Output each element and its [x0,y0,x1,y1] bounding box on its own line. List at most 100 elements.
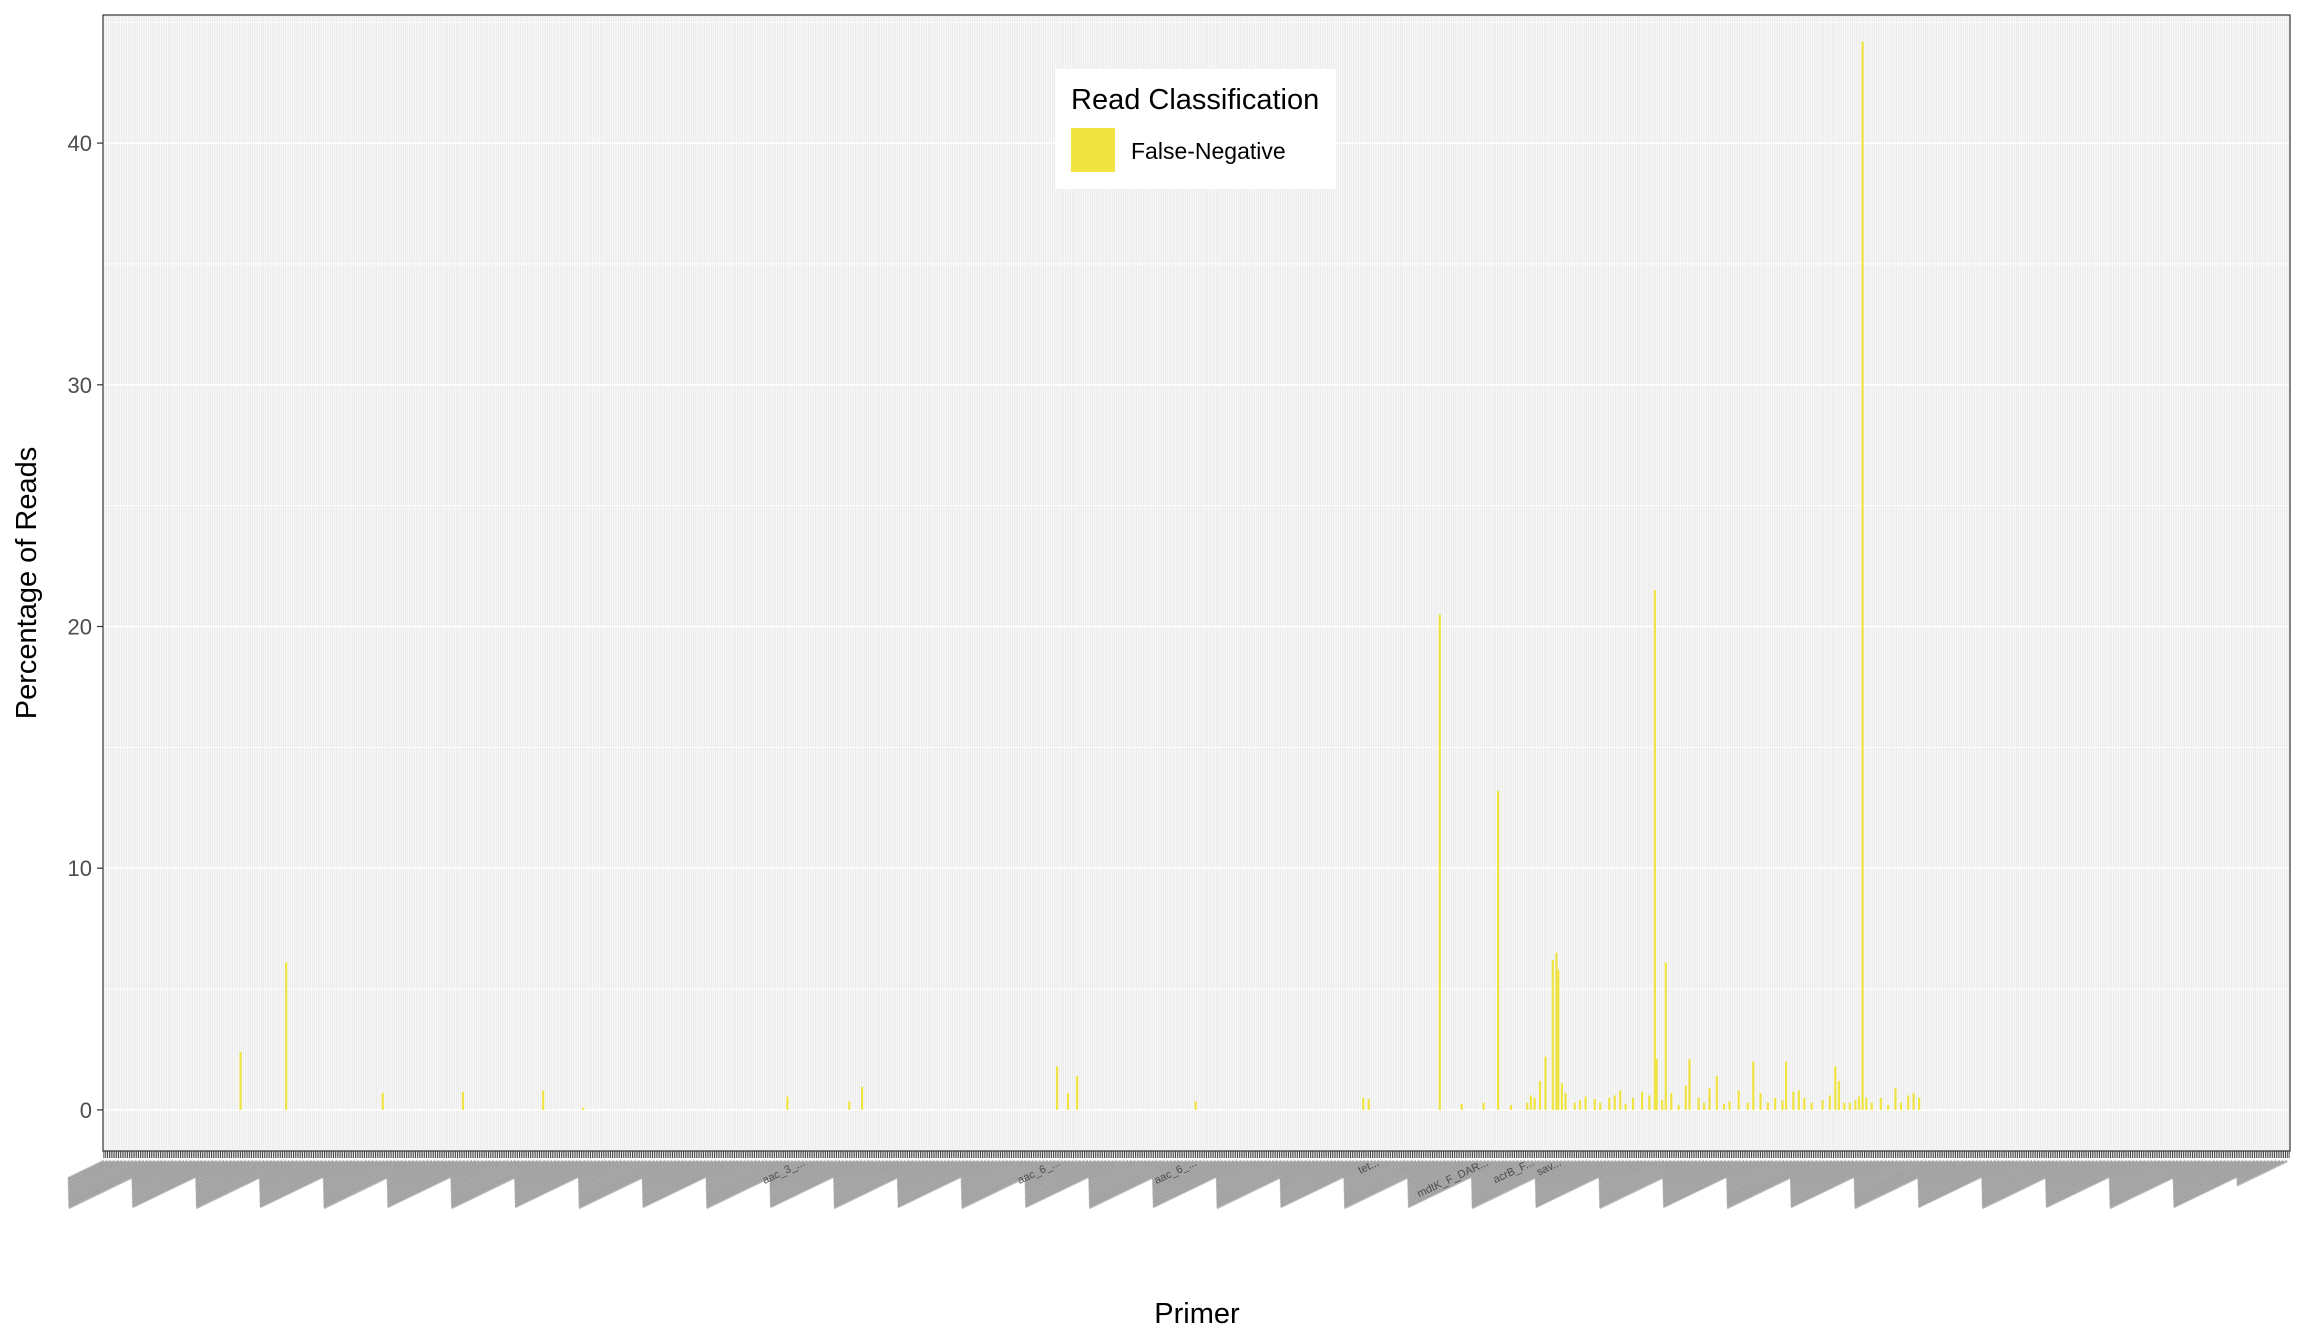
bar [542,1090,545,1110]
bar [1792,1091,1795,1110]
legend-key-false-negative [1071,128,1115,172]
bar [1544,1056,1547,1110]
bar [1857,1096,1861,1110]
x-tick-labels-overplotted [67,1159,2288,1210]
bar [1648,1095,1651,1110]
bar [1533,1097,1536,1110]
bar [1870,1102,1873,1110]
bar [1664,962,1667,1110]
bar [1899,1102,1902,1110]
bar [1702,1102,1706,1110]
bar [1599,1102,1602,1110]
bar [1573,1102,1576,1110]
y-axis-title: Percentage of Reads [11,447,43,719]
bar [1641,1091,1644,1110]
bar [1655,1059,1658,1110]
bar [1661,1100,1664,1110]
bar [1803,1097,1806,1110]
bar [1697,1097,1700,1110]
bar [285,962,288,1110]
legend-label-false-negative: False-Negative [1131,138,1286,164]
bar [1194,1101,1197,1110]
y-tick-label: 30 [68,373,92,398]
bar [1551,960,1554,1110]
bar [1526,1102,1529,1110]
bar [848,1101,851,1110]
bar [1055,1066,1059,1110]
bar [1497,790,1500,1110]
bar [1837,1080,1841,1110]
bar [1482,1102,1485,1110]
bar [1912,1092,1915,1110]
bar [1555,952,1558,1110]
bars [239,41,1921,1110]
bar [1509,1105,1512,1110]
legend: Read Classification False-Negative [1055,69,1336,189]
bar [1593,1099,1596,1110]
bar [860,1086,864,1110]
bar [1861,41,1864,1110]
bar [1670,1092,1673,1110]
bar [1752,1061,1755,1110]
y-tick-label: 20 [68,615,92,640]
bar [1848,1102,1851,1110]
y-axis: 0 10 20 30 40 [68,131,103,1123]
bar [1821,1100,1824,1110]
bar [1784,1061,1788,1110]
bar [582,1107,585,1110]
x-axis-title: Primer [1154,1298,1240,1330]
bar [1737,1090,1740,1110]
y-tick-label: 40 [68,131,92,156]
bar [381,1092,384,1110]
bar [1579,1100,1582,1110]
bar [1828,1095,1831,1110]
bar [1843,1102,1846,1110]
bar [1907,1095,1910,1110]
panel-border [102,14,2291,1152]
bar [1631,1097,1635,1110]
bar [1613,1095,1616,1110]
bar [1557,969,1560,1110]
bar [1715,1076,1718,1110]
bar [1766,1102,1769,1110]
bar [1854,1100,1857,1110]
bar [1529,1095,1533,1110]
bar [1879,1097,1882,1110]
bar [1677,1105,1680,1110]
bar [1538,1080,1542,1110]
bar [1834,1066,1837,1110]
bar [1774,1097,1777,1110]
bar [1460,1103,1463,1110]
bar [1759,1092,1762,1110]
bar [786,1096,789,1110]
bar [1438,614,1441,1110]
bar [461,1091,465,1110]
bar [1781,1100,1784,1110]
plot-panel [103,15,2290,1151]
bar [1066,1092,1070,1110]
bar [239,1051,242,1110]
bar [1653,590,1656,1110]
x-axis: aac_3_... aac_6_... aac_6_... tet... mdtK_F_… [67,1151,2290,1210]
bar [1684,1085,1687,1110]
bar [1560,1083,1564,1110]
bar [1865,1097,1868,1110]
y-tick-label: 10 [68,856,92,881]
grid-lines [103,15,2290,1151]
bar [1688,1059,1691,1110]
bar [1810,1102,1813,1110]
bar [1918,1097,1921,1110]
bar [1887,1105,1890,1110]
bar [1362,1097,1365,1110]
bar [1367,1099,1370,1110]
bar [1608,1097,1611,1110]
bar [1076,1076,1079,1110]
legend-title: Read Classification [1071,84,1319,116]
bar [1894,1088,1897,1110]
bar [1728,1101,1731,1110]
bar [1708,1088,1711,1110]
bar [1619,1090,1622,1110]
y-tick-label: 0 [80,1098,92,1123]
bar [1723,1103,1726,1110]
bar [1584,1096,1587,1110]
